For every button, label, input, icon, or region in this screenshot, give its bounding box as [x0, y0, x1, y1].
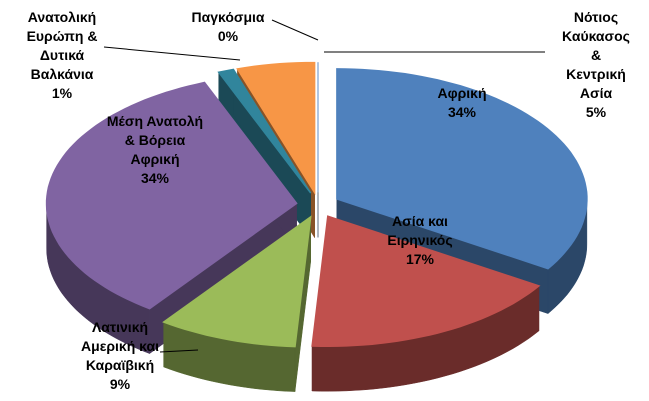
category-label: Ασία και Ειρηνικός [387, 213, 453, 248]
slice-label: Παγκόσμια 0% [191, 8, 264, 46]
category-label: Ανατολική Ευρώπη & Δυτικά Βαλκάνια [26, 9, 98, 82]
slice-label: Ασία και Ειρηνικός 17% [387, 212, 452, 269]
category-label: Παγκόσμια [191, 9, 265, 25]
value-label: 0% [217, 28, 239, 44]
value-label: 1% [51, 85, 73, 101]
slice [311, 215, 541, 347]
slice [217, 68, 312, 194]
slice-label: Ανατολική Ευρώπη & Δυτικά Βαλκάνια 1% [27, 8, 98, 103]
category-label: Λατινική Αμερική και Καραϊβική [81, 319, 159, 373]
slice [336, 68, 588, 270]
value-label: 9% [109, 376, 131, 392]
leader-line [103, 46, 241, 61]
slice [236, 61, 316, 196]
slice-label: Αφρική 34% [437, 84, 486, 122]
slice-label: Λατινική Αμερική και Καραϊβική 9% [81, 318, 159, 394]
slice [162, 215, 312, 348]
slice [45, 81, 298, 310]
category-label: Μέση Ανατολή & Βόρεια Αφρική [106, 113, 204, 167]
category-label: Νότιος Καύκασος & Κεντρική Ασία [562, 9, 630, 101]
slice-label: Μέση Ανατολή & Βόρεια Αφρική 34% [107, 112, 203, 188]
leader-line [271, 19, 319, 41]
value-label: 34% [447, 104, 477, 120]
leader-line [159, 349, 199, 353]
value-label: 5% [585, 104, 607, 120]
category-label: Αφρική [437, 85, 487, 101]
value-label: 34% [140, 170, 170, 186]
value-label: 17% [405, 251, 435, 267]
slice-label: Νότιος Καύκασος & Κεντρική Ασία 5% [562, 8, 630, 122]
